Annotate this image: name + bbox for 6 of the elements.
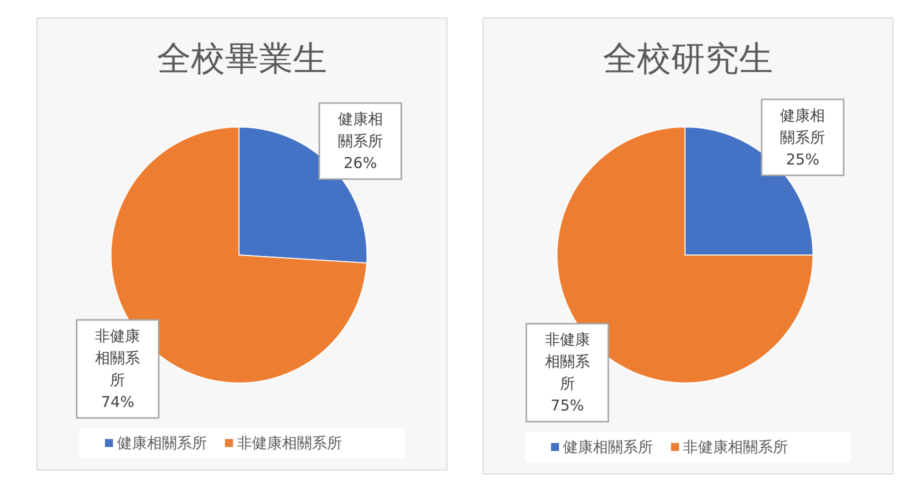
chart-title: 全校畢業生 (157, 39, 327, 79)
legend-label: 健康相關系所 (563, 438, 653, 456)
legend-label: 非健康相關系所 (237, 434, 342, 452)
legend-label: 非健康相關系所 (683, 438, 788, 456)
chart-title: 全校研究生 (603, 39, 773, 79)
legend-label: 健康相關系所 (117, 434, 207, 452)
